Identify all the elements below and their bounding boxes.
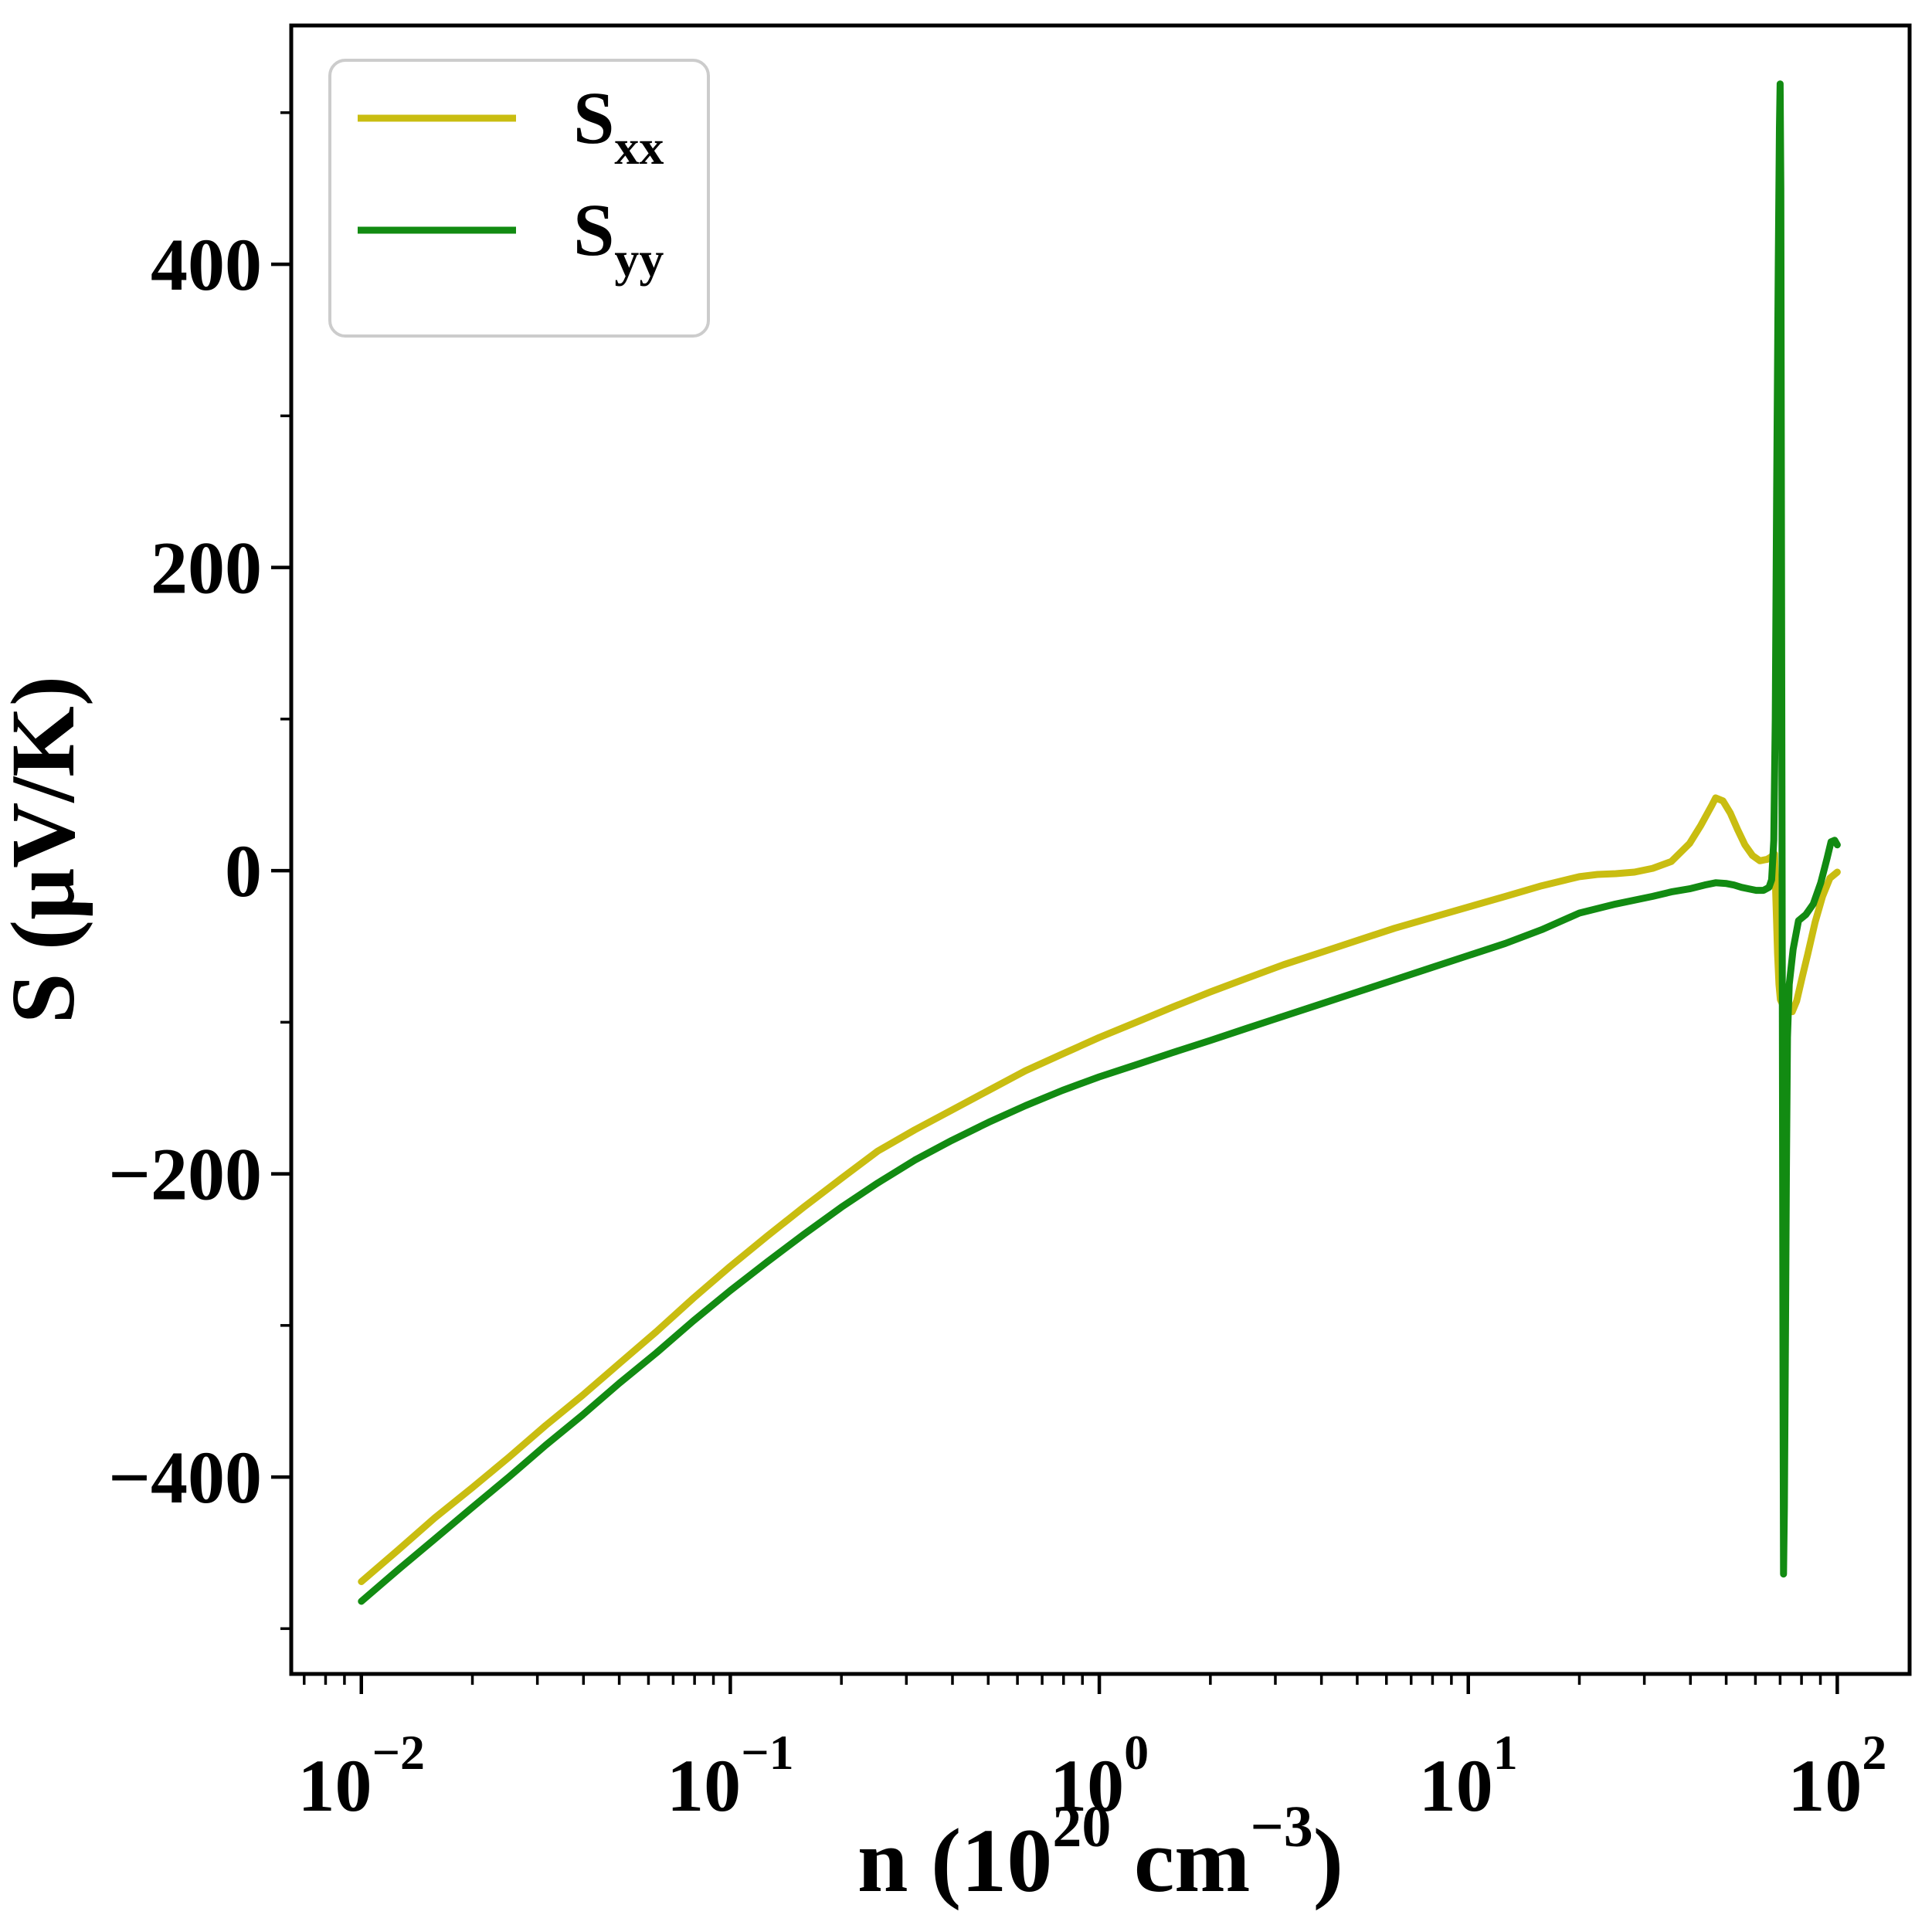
y-tick-label: −400 bbox=[108, 1436, 262, 1519]
legend-box bbox=[328, 59, 710, 338]
x-tick-label: 100 bbox=[1050, 1725, 1149, 1827]
series-group bbox=[358, 80, 1841, 1605]
y-tick-label: 0 bbox=[225, 830, 262, 912]
y-tick-label: 400 bbox=[151, 223, 262, 306]
legend-label-Syy: Syy bbox=[573, 188, 664, 287]
plot-frame bbox=[289, 23, 1912, 1676]
x-tick-label: 10−1 bbox=[667, 1725, 793, 1827]
series-line-Syy bbox=[358, 80, 1841, 1605]
x-tick-label: 101 bbox=[1419, 1725, 1518, 1827]
x-tick-label: 10−2 bbox=[298, 1725, 425, 1827]
y-tick-label: −200 bbox=[108, 1133, 262, 1216]
y-axis-label: S (μV/K) bbox=[0, 676, 93, 1024]
legend: Sxx Syy bbox=[328, 59, 710, 338]
legend-label-Sxx: Sxx bbox=[573, 76, 664, 175]
x-axis-label: n (1020 cm−3) bbox=[857, 1794, 1343, 1911]
y-tick-label: 200 bbox=[151, 527, 262, 609]
x-tick-label: 102 bbox=[1788, 1725, 1886, 1827]
